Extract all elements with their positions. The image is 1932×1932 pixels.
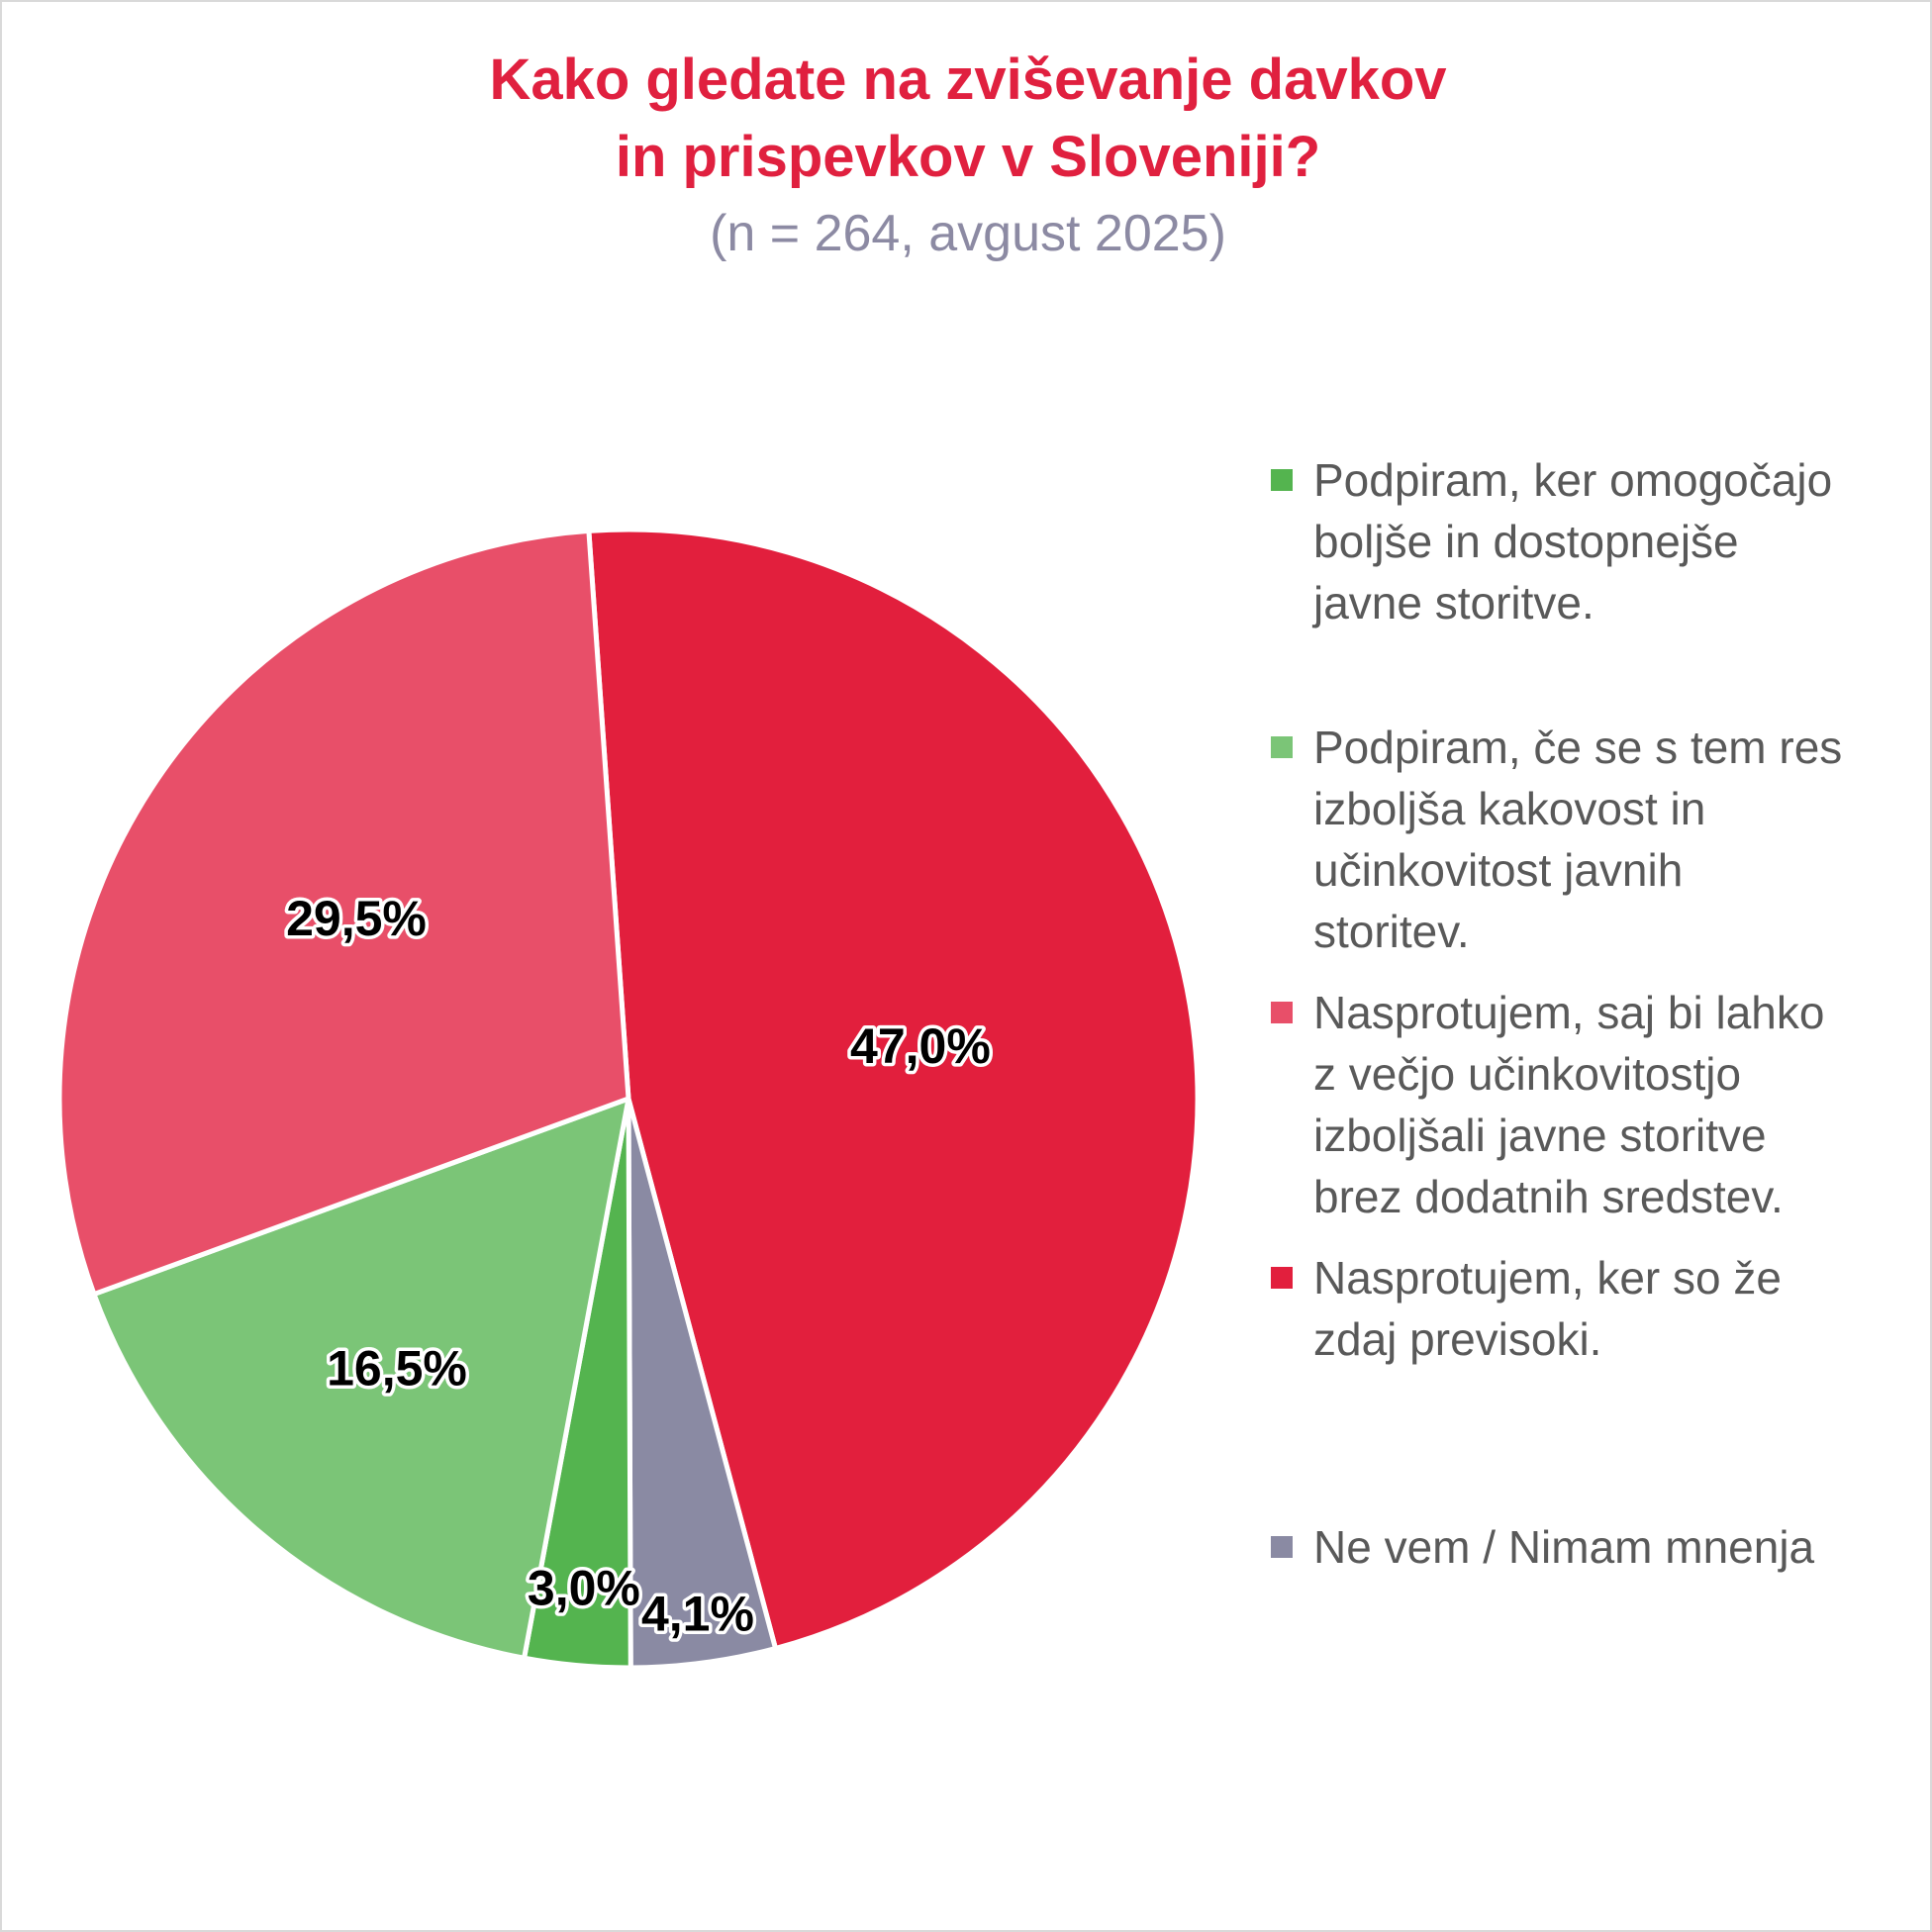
data-label-1: 47,0% (850, 1018, 991, 1074)
data-label-3: 3,0% (528, 1560, 640, 1615)
pie-slice-1 (586, 527, 1201, 1651)
legend-label: Podpiram, ker omogočajo boljše in dostop… (1313, 454, 1833, 628)
legend-swatch (1271, 1536, 1293, 1558)
chart-title-line-1: Kako gledate na zviševanje davkov (489, 48, 1447, 112)
chart-subtitle: (n = 264, avgust 2025) (710, 205, 1226, 262)
legend-swatch (1271, 736, 1293, 758)
legend-label: Nasprotujem, ker so že zdaj previsoki. (1313, 1252, 1782, 1365)
legend-label: Nasprotujem, saj bi lahko z večjo učinko… (1313, 987, 1825, 1222)
legend-swatch (1271, 469, 1293, 491)
legend-label: Ne vem / Nimam mnenja (1313, 1521, 1815, 1573)
pie-chart: 47,0% 4,1%3,0% 16,5% 29,5% (56, 527, 1201, 1671)
legend-label: Podpiram, če se s tem res izboljša kakov… (1313, 722, 1843, 957)
chart-title-line-2: in prispevkov v Sloveniji? (615, 125, 1321, 189)
data-label-2: 4,1% (641, 1587, 754, 1642)
pie-slice-5 (56, 528, 631, 1298)
title-block: Kako gledate na zviševanje davkov in pri… (2, 42, 1930, 269)
legend-swatch (1271, 1002, 1293, 1023)
data-label-5: 29,5% (286, 891, 427, 946)
pie-data-labels: 47,0% 4,1%3,0% 16,5% 29,5% (283, 887, 995, 1645)
pie-slice-4 (91, 1096, 631, 1661)
pie-slices (56, 527, 1201, 1671)
data-label-4: 16,5% (327, 1341, 467, 1397)
legend-swatch (1271, 1267, 1293, 1289)
